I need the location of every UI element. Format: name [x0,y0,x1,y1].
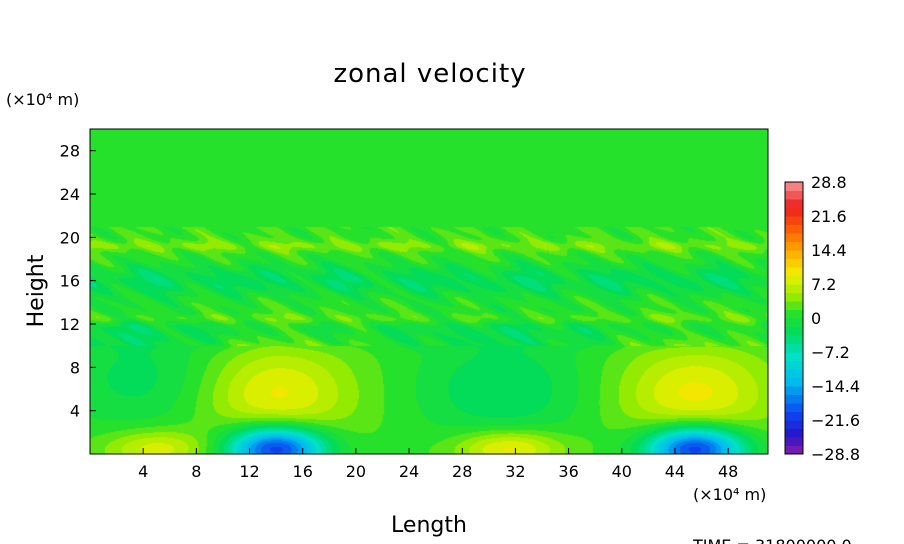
colorbar-swatch [785,318,803,327]
colorbar-swatch [785,267,803,276]
x-tick-label: 32 [505,462,525,481]
colorbar-swatch [785,241,803,251]
colorbar-swatch [785,190,803,200]
colorbar-label: 21.6 [811,207,847,226]
y-axis-label: Height [24,254,49,327]
colorbar-swatch [785,301,803,310]
colorbar-swatch [785,445,803,455]
colorbar-label: 0 [811,309,821,328]
colorbar-swatch [785,326,803,336]
x-tick-label: 4 [138,462,148,481]
colorbar-swatch [785,343,803,353]
colorbar-swatch [785,420,803,429]
colorbar-swatch [785,437,803,446]
colorbar-swatch [785,360,803,370]
colorbar-swatch [785,377,803,387]
x-tick-label: 28 [452,462,472,481]
colorbar-label: −28.8 [811,445,860,464]
colorbar-swatch [785,216,803,225]
colorbar-swatch [785,352,803,361]
x-unit-label: (×10⁴ m) [693,485,766,504]
colorbar-swatch [785,250,803,259]
colorbar-swatch [785,386,803,395]
colorbar-label: 7.2 [811,275,836,294]
x-axis-label: Length [391,513,467,538]
colorbar-swatch [785,369,803,378]
y-tick-label: 4 [70,402,80,421]
colorbar-frame [784,181,804,455]
plot-frame [89,128,769,455]
colorbar-swatch [785,275,803,285]
colorbar-swatch [785,233,803,242]
colorbar-label: −7.2 [811,343,850,362]
colorbar-swatch [785,394,803,404]
colorbar-swatch [785,182,803,191]
y-unit-label: (×10⁴ m) [6,90,79,109]
y-tick-label: 16 [60,272,80,291]
colorbar-label: −14.4 [811,377,860,396]
x-tick-label: 20 [346,462,366,481]
colorbar-swatch [785,292,803,302]
y-axis: 4 8 12 16 20 24 28 [60,142,96,421]
colorbar-label: 14.4 [811,241,847,260]
time-label: TIME = 31800000.0 [692,536,852,544]
colorbar-swatch [785,207,803,217]
colorbar-swatch [785,309,803,319]
y-tick-label: 24 [60,185,80,204]
x-axis: 4 8 12 16 20 24 28 32 36 40 44 48 [138,448,738,481]
colorbar-swatch [785,403,803,412]
heatmap-field [90,129,768,454]
x-tick-label: 16 [293,462,313,481]
x-tick-label: 40 [612,462,632,481]
colorbar-swatch [785,428,803,438]
x-tick-label: 12 [239,462,259,481]
colorbar-swatch [785,224,803,234]
colorbar-swatch [785,258,803,268]
chart-title: zonal velocity [333,59,526,89]
y-tick-label: 28 [60,142,80,161]
y-tick-label: 12 [60,315,80,334]
x-tick-label: 44 [665,462,685,481]
colorbar-swatch [785,199,803,208]
y-tick-label: 8 [70,358,80,377]
x-tick-label: 48 [718,462,738,481]
colorbar-swatch [785,284,803,293]
colorbar-swatch [785,335,803,344]
colorbar-swatch [785,411,803,421]
colorbar: 28.8 21.6 14.4 7.2 0 −7.2 −14.4 −21.6 −28.8 [784,173,860,464]
colorbar-label: 28.8 [811,173,847,192]
colorbar-label: −21.6 [811,411,860,430]
x-tick-label: 36 [558,462,578,481]
x-tick-label: 24 [399,462,419,481]
x-tick-label: 8 [191,462,201,481]
y-tick-label: 20 [60,228,80,247]
